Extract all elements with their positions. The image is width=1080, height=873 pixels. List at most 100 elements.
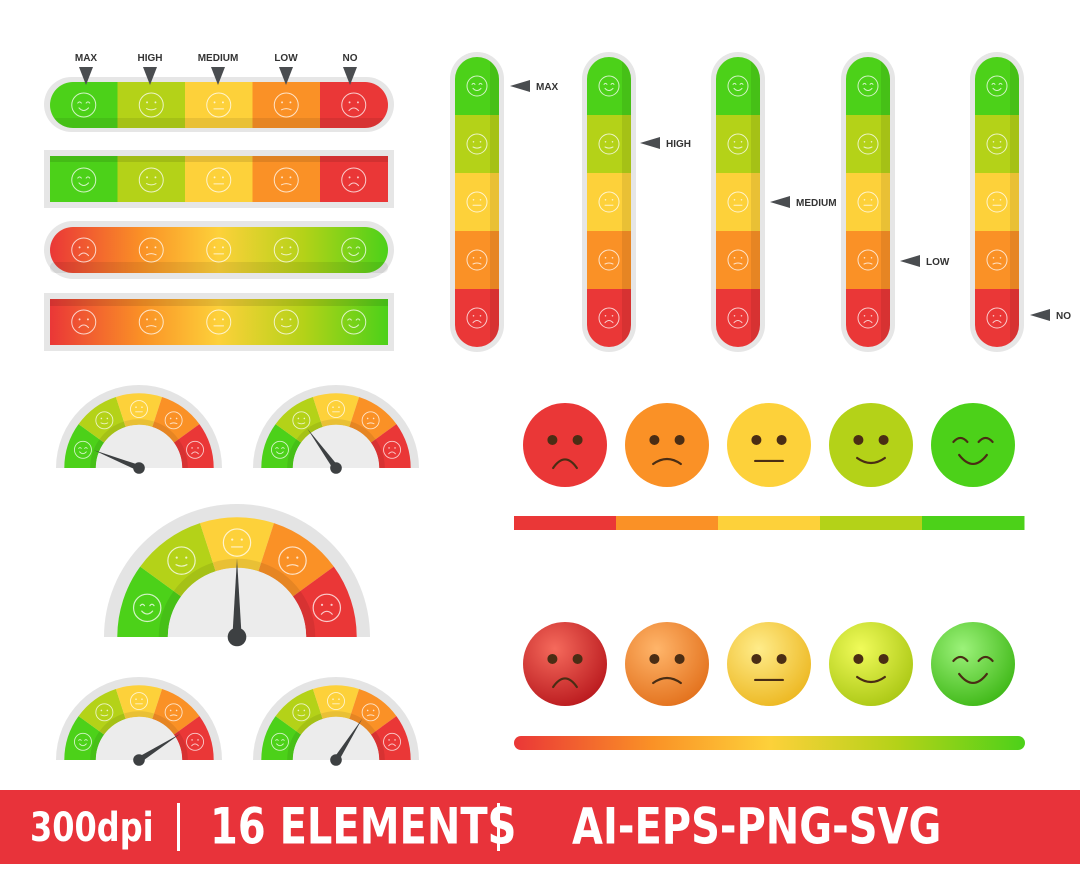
sad-face-icon xyxy=(341,167,367,193)
eye xyxy=(751,434,762,445)
face-outline xyxy=(857,133,879,155)
mouth xyxy=(78,107,90,111)
pointer-icon xyxy=(143,67,157,85)
face-outline xyxy=(361,703,380,722)
segment-shade xyxy=(370,731,385,760)
format-banner: 300dpi 16 ELEMENTS AI-EPS-PNG-SVG xyxy=(0,790,1080,864)
meter-segments xyxy=(587,57,631,347)
happy-face-icon xyxy=(341,309,367,335)
face-outline xyxy=(206,309,232,335)
neutral-face-icon xyxy=(206,309,232,335)
pointer-icon xyxy=(900,255,920,267)
eye xyxy=(221,101,224,104)
happy-face-icon xyxy=(73,732,92,751)
eye xyxy=(999,199,1002,201)
eye xyxy=(191,447,193,449)
mouth xyxy=(366,422,375,425)
mouth xyxy=(958,453,988,466)
sad-face-icon xyxy=(341,92,367,118)
eye xyxy=(356,176,359,179)
vertical-meters: MAX HIGH MEDIUM LOW NO xyxy=(450,52,1071,352)
mouth xyxy=(348,107,360,112)
face-outline xyxy=(727,249,749,271)
meter-segment xyxy=(117,82,186,128)
content-face-icon xyxy=(273,237,299,263)
gauge-segment xyxy=(115,393,163,427)
meter-segment xyxy=(975,289,1019,347)
mouth xyxy=(863,146,873,149)
meter-segment xyxy=(587,57,631,116)
eye xyxy=(154,246,157,249)
face-outline xyxy=(278,546,307,575)
segment-shade xyxy=(751,115,760,174)
eye xyxy=(870,199,873,201)
segment-shade xyxy=(751,231,760,290)
eye xyxy=(281,318,284,321)
eye xyxy=(141,698,143,700)
neutral-face-icon xyxy=(986,191,1008,213)
segment-shade xyxy=(1010,115,1019,174)
face-outline xyxy=(270,440,289,459)
eye xyxy=(106,417,109,420)
mouth xyxy=(863,262,873,265)
eye xyxy=(275,447,285,449)
neutral-face-icon xyxy=(206,167,232,193)
eye xyxy=(674,434,685,445)
content-face-icon xyxy=(138,167,164,193)
happy-face-icon xyxy=(598,75,620,97)
eye xyxy=(221,246,224,249)
mouth xyxy=(863,87,873,92)
mouth xyxy=(604,87,614,92)
neutral-face-icon xyxy=(327,400,345,419)
eye xyxy=(572,653,583,664)
file-formats-label: AI-EPS-PNG-SVG xyxy=(572,798,942,856)
mouth xyxy=(992,262,1002,265)
face-outline xyxy=(598,249,620,271)
mouth xyxy=(145,183,157,186)
content-face-icon xyxy=(95,411,114,430)
sad-emoji-icon xyxy=(523,403,607,487)
eye xyxy=(231,538,234,541)
sad-face-icon xyxy=(312,593,342,623)
meter-segment xyxy=(587,231,631,290)
unhappy-face-icon xyxy=(164,411,183,430)
mouth xyxy=(604,262,614,265)
mouth xyxy=(297,714,306,717)
horizontal-meter-labeled: MAX HIGH MEDIUM LOW NO xyxy=(44,53,394,132)
meter-segment xyxy=(455,57,499,116)
segment-shade xyxy=(881,289,890,347)
eye xyxy=(479,141,482,143)
gauge-segment xyxy=(173,716,214,760)
eye xyxy=(303,709,306,712)
face-outline xyxy=(598,191,620,213)
sad-face-icon xyxy=(466,307,488,329)
mouth xyxy=(169,422,178,425)
mouth xyxy=(733,87,743,92)
eye xyxy=(999,141,1002,143)
sad-face-icon xyxy=(71,309,97,335)
mouth xyxy=(78,324,90,329)
content-face-icon xyxy=(167,546,196,575)
gauge-segment xyxy=(115,685,163,719)
meter-segment xyxy=(455,231,499,290)
eye xyxy=(348,176,351,179)
segment-shade xyxy=(490,173,499,232)
infographic-artwork: MAX HIGH MEDIUM LOW NO MAX HIGH MEDIUM LOW NO xyxy=(44,52,1071,766)
unhappy-face-icon xyxy=(273,92,299,118)
meter-shade xyxy=(50,262,388,273)
meter-segment xyxy=(846,231,890,290)
happy-face-icon xyxy=(132,593,162,623)
eye xyxy=(289,318,292,321)
eye xyxy=(366,709,369,712)
gauge-segment xyxy=(152,688,200,735)
segment-shade xyxy=(90,731,105,760)
eye xyxy=(330,603,333,606)
eye xyxy=(154,101,157,104)
face-outline xyxy=(466,133,488,155)
vertical-meter-medium: MEDIUM xyxy=(711,52,837,352)
emoji-disc xyxy=(727,403,811,487)
happy-face-icon xyxy=(71,167,97,193)
eye xyxy=(221,318,224,321)
content-face-icon xyxy=(292,703,311,722)
face-outline xyxy=(130,692,148,711)
